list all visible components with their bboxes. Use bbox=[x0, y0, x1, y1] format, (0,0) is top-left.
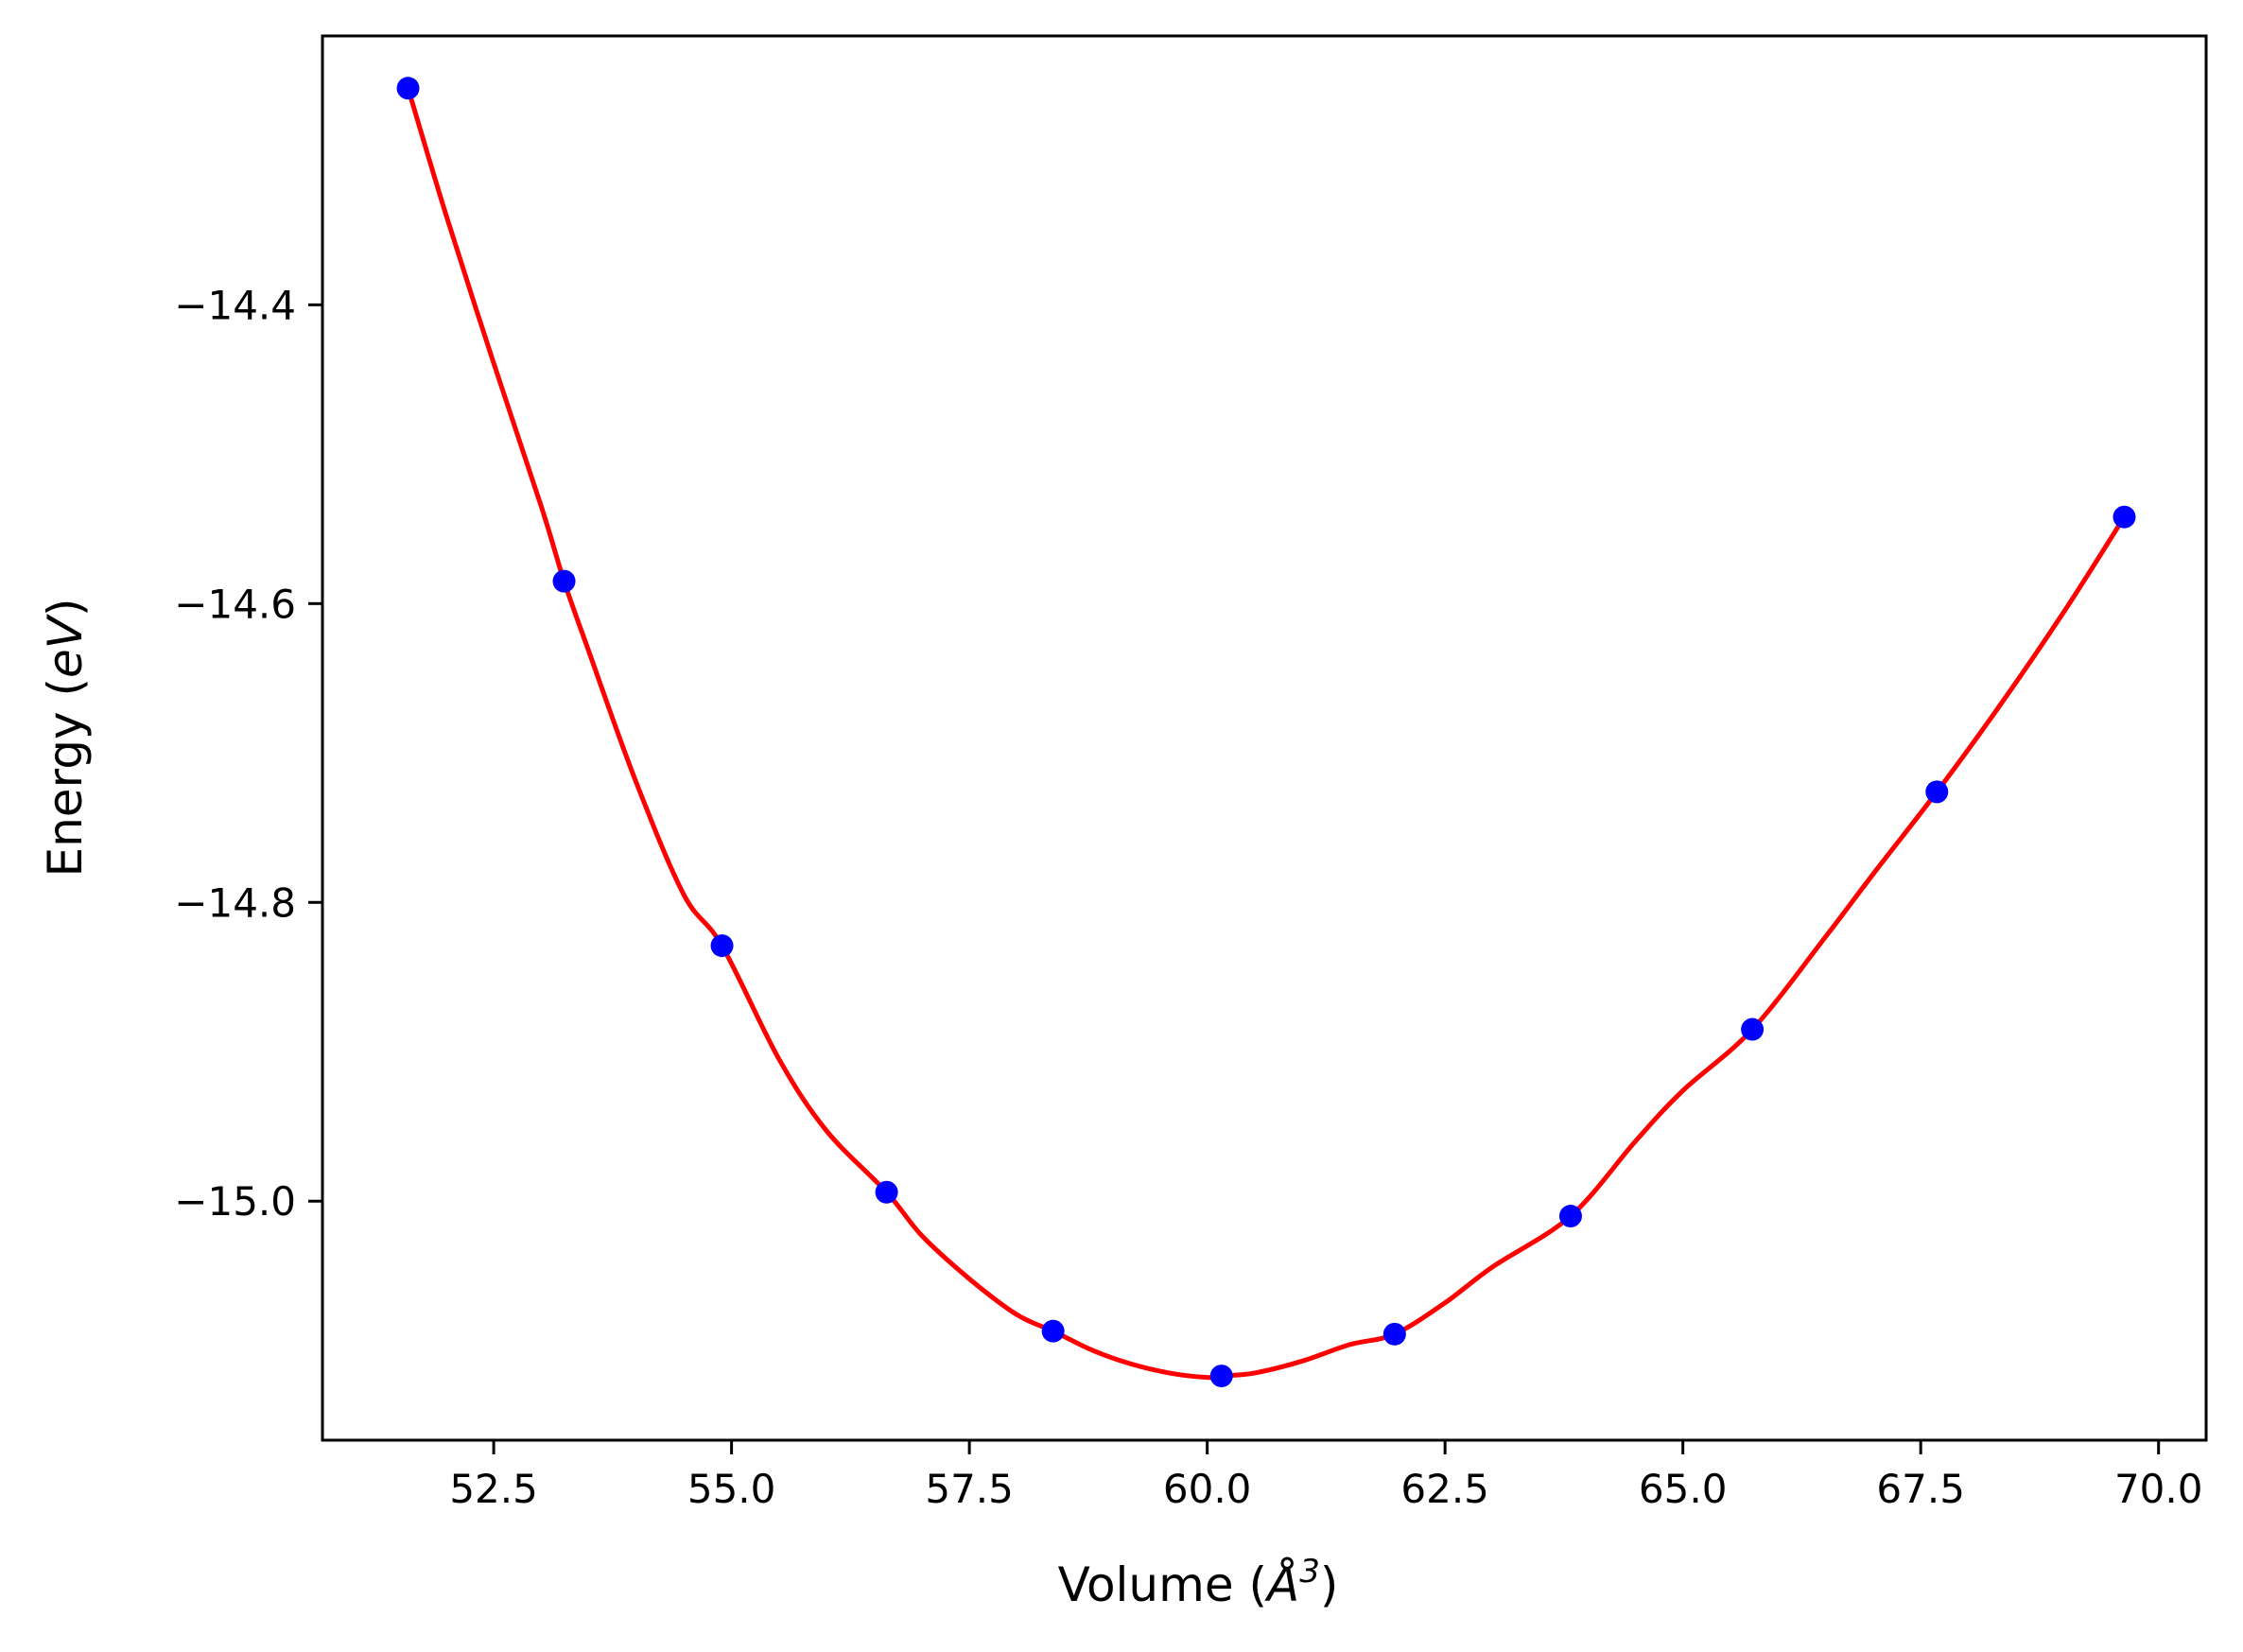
y-tick-label: −15.0 bbox=[174, 1178, 296, 1225]
y-axis-label-text: Energy ( bbox=[38, 678, 93, 877]
x-axis-label-unit-power: 3 bbox=[1299, 1553, 1320, 1591]
y-axis-label-close: ) bbox=[38, 599, 93, 617]
y-tick-label: −14.4 bbox=[174, 282, 296, 328]
y-axis-label-unit: eV bbox=[38, 613, 93, 678]
data-point bbox=[710, 934, 734, 958]
data-point bbox=[1925, 780, 1949, 804]
x-tick-label: 52.5 bbox=[449, 1466, 538, 1512]
x-tick-label: 65.0 bbox=[1639, 1466, 1728, 1512]
data-point bbox=[396, 77, 420, 100]
fit-curve-line bbox=[406, 85, 2127, 1381]
data-point bbox=[1041, 1319, 1065, 1343]
y-tick-label: −14.8 bbox=[174, 879, 296, 926]
y-tick-label: −14.6 bbox=[174, 581, 296, 627]
data-point bbox=[1382, 1322, 1406, 1346]
x-tick-label: 55.0 bbox=[687, 1466, 776, 1512]
x-tick-label: 60.0 bbox=[1163, 1466, 1252, 1512]
data-point bbox=[1558, 1205, 1582, 1228]
y-axis-ticks: −14.4 −14.6 −14.8 −15.0 bbox=[174, 282, 322, 1225]
data-point bbox=[1741, 1017, 1765, 1041]
x-axis-label: Volume (Å3) bbox=[1058, 1553, 1339, 1612]
x-tick-label: 62.5 bbox=[1400, 1466, 1489, 1512]
data-point bbox=[552, 569, 576, 593]
y-axis-label: Energy (eV) bbox=[38, 599, 93, 878]
x-axis-label-close: ) bbox=[1320, 1557, 1339, 1612]
x-axis-label-unit: Å bbox=[1264, 1557, 1299, 1612]
x-tick-label: 67.5 bbox=[1876, 1466, 1965, 1512]
x-axis-label-text: Volume ( bbox=[1058, 1557, 1267, 1612]
plot-layer bbox=[396, 77, 2136, 1388]
data-point bbox=[1209, 1365, 1233, 1388]
plot-frame bbox=[321, 34, 2208, 1442]
x-tick-label: 57.5 bbox=[925, 1466, 1014, 1512]
x-axis-ticks: 52.5 55.0 57.5 60.0 62.5 65.0 67.5 70.0 bbox=[449, 1440, 2202, 1512]
data-point bbox=[2113, 505, 2136, 529]
x-tick-label: 70.0 bbox=[2114, 1466, 2203, 1512]
data-point bbox=[875, 1180, 898, 1204]
